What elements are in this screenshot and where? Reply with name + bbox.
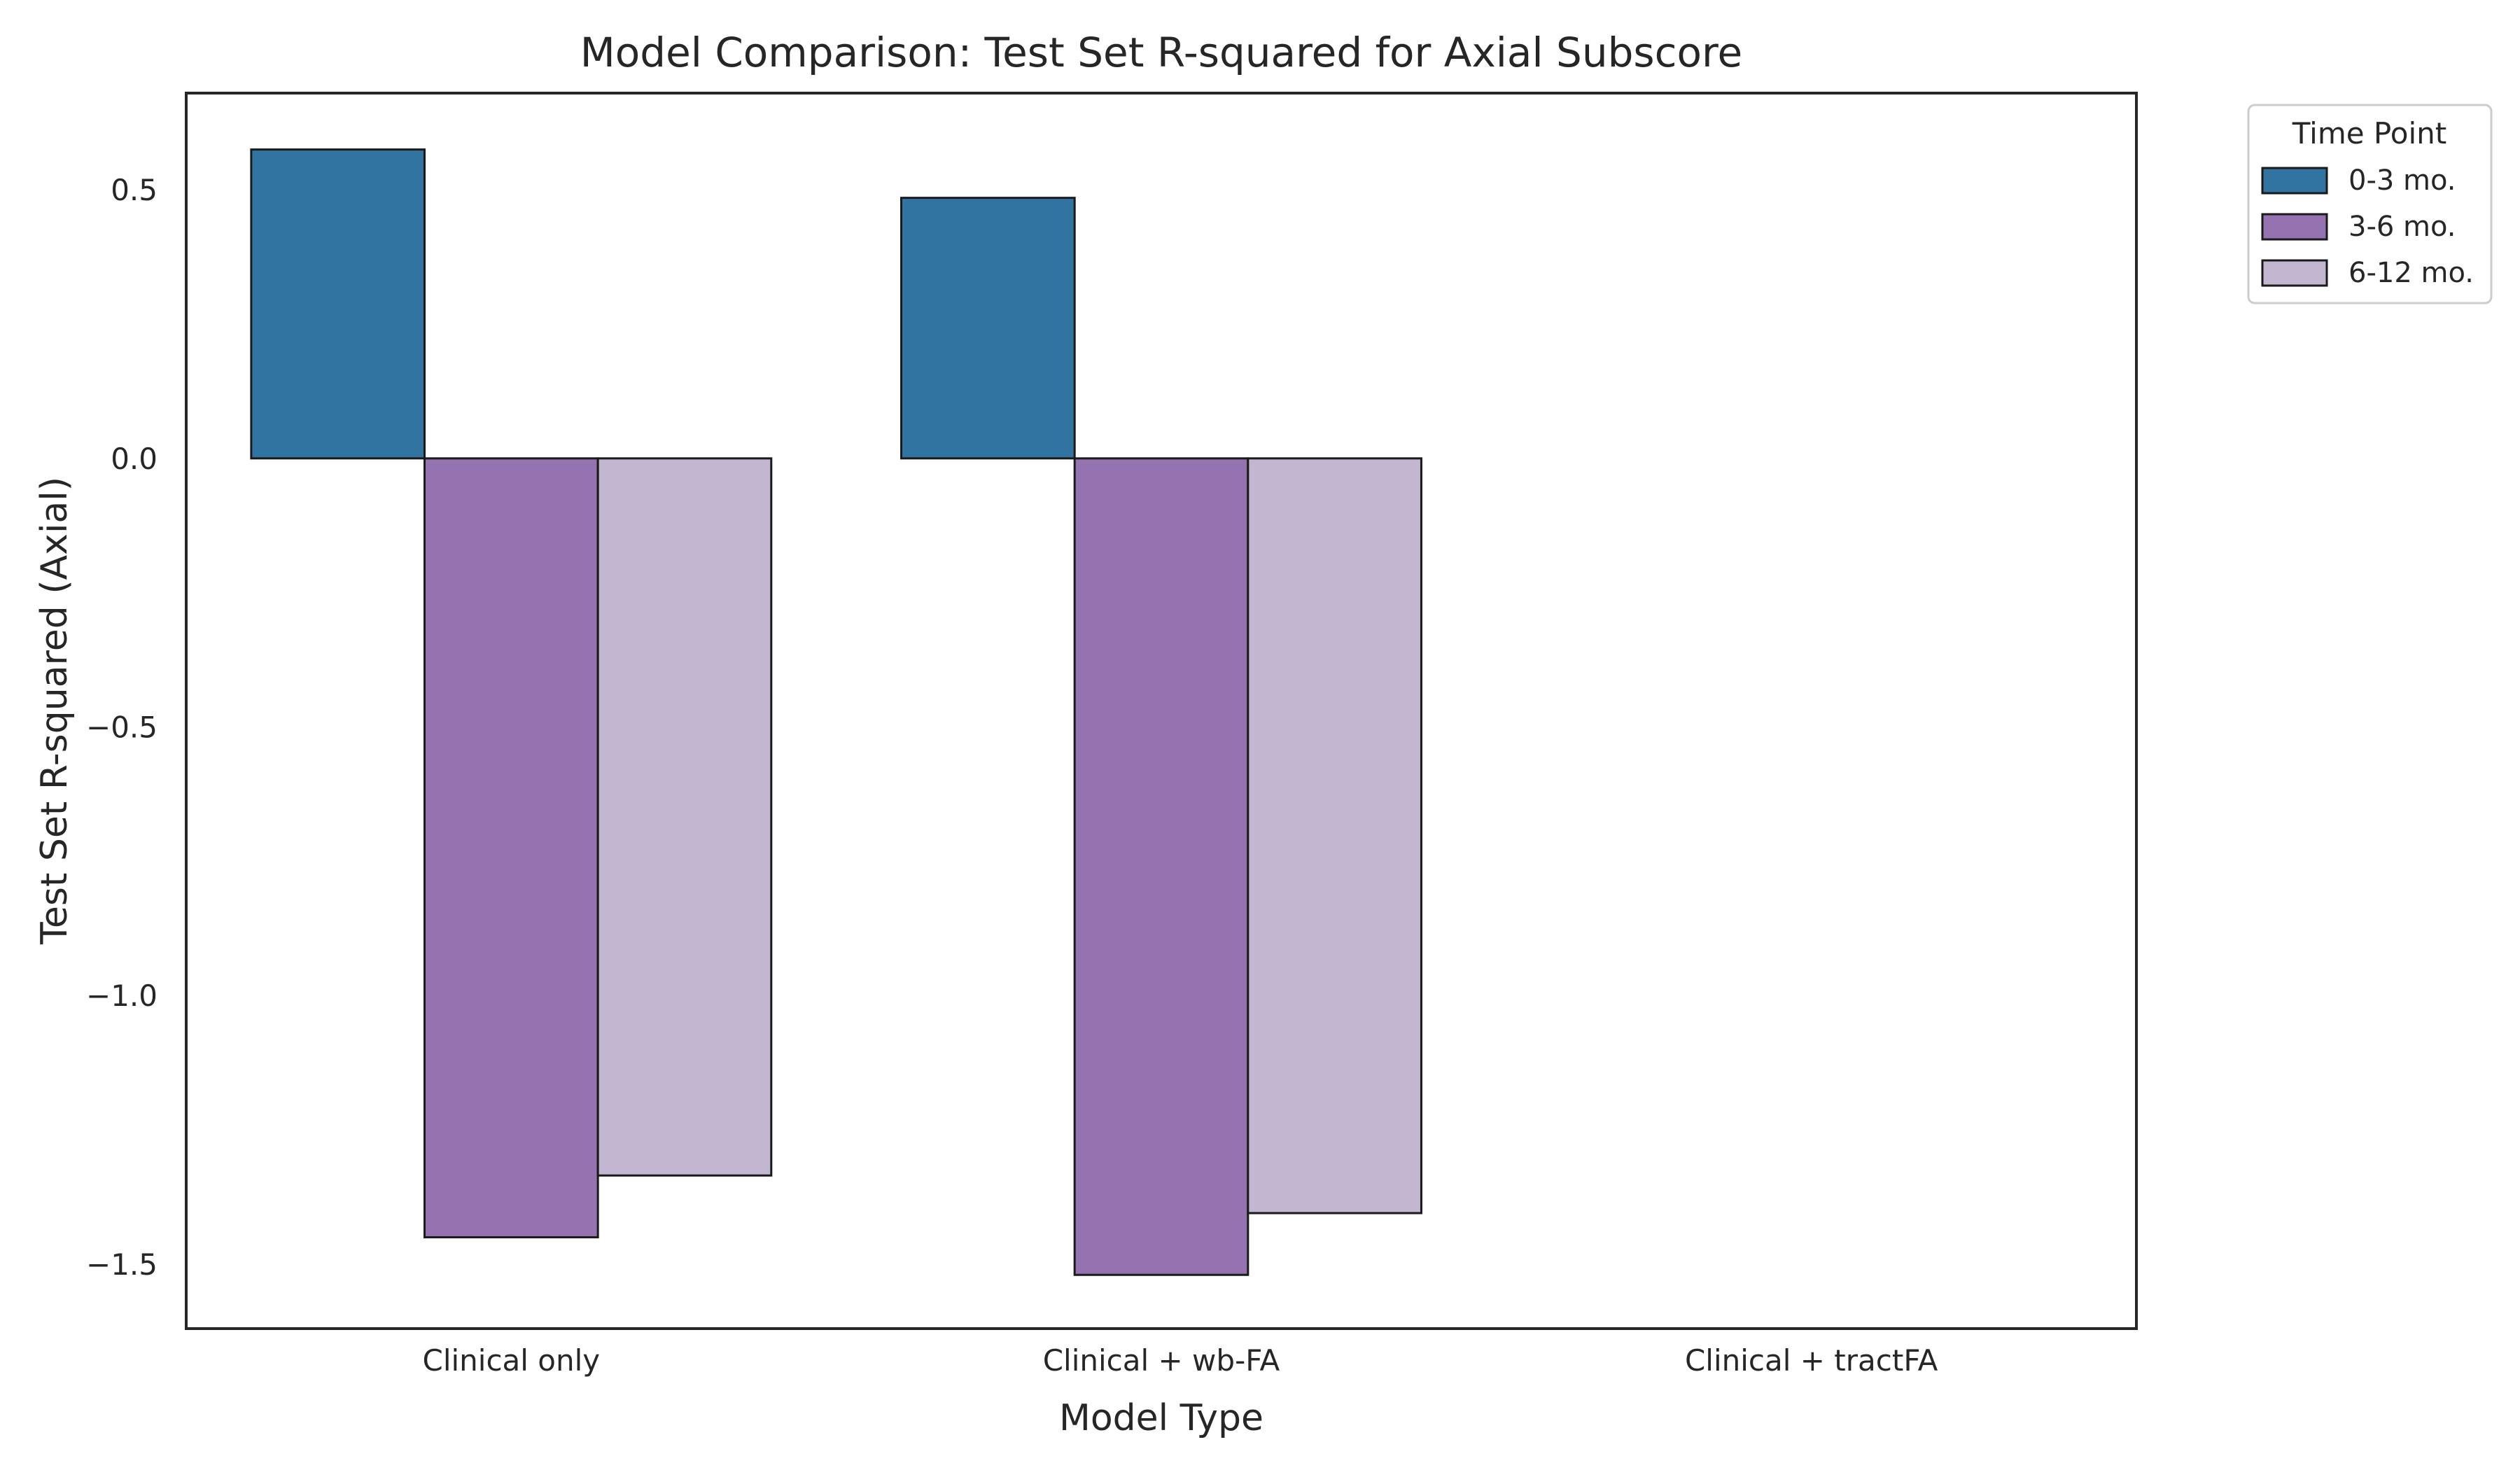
bar (596, 457, 773, 1177)
y-tick-label: −1.0 (86, 979, 158, 1013)
legend-label: 6-12 mo. (2348, 257, 2474, 289)
legend-label: 3-6 mo. (2348, 211, 2456, 243)
legend-swatch (2261, 213, 2328, 241)
bars-layer (250, 148, 1422, 1276)
bar (424, 457, 599, 1239)
y-tick-labels: 0.5 0.0 −0.5 −1.0 −1.5 (86, 173, 158, 1282)
x-tick-label: Clinical only (423, 1343, 601, 1378)
x-tick-label: Clinical + tractFA (1685, 1343, 1938, 1378)
bar (250, 148, 426, 460)
bar (1073, 457, 1250, 1276)
bar (900, 197, 1076, 460)
x-axis-title: Model Type (1059, 1397, 1264, 1439)
bar (1247, 457, 1422, 1214)
legend-swatch (2261, 167, 2328, 195)
x-tick-labels: Clinical only Clinical + wb-FA Clinical + … (423, 1343, 1938, 1378)
legend-title: Time Point (2292, 116, 2446, 150)
legend-label: 0-3 mo. (2348, 164, 2456, 197)
y-tick-label: −1.5 (86, 1247, 158, 1282)
x-tick-label: Clinical + wb-FA (1043, 1343, 1280, 1378)
legend-frame (2247, 104, 2493, 304)
y-axis-title: Test Set R-squared (Axial) (34, 477, 76, 945)
y-tick-label: −0.5 (86, 710, 158, 745)
plot-area-frame (185, 92, 2138, 1330)
chart-title: Model Comparison: Test Set R-squared for… (580, 29, 1743, 76)
legend: Time Point 0-3 mo. 3-6 mo. 6-12 mo. (2247, 104, 2493, 304)
y-tick-label: 0.0 (111, 442, 158, 476)
y-tick-label: 0.5 (111, 173, 158, 207)
legend-swatch (2261, 259, 2328, 287)
